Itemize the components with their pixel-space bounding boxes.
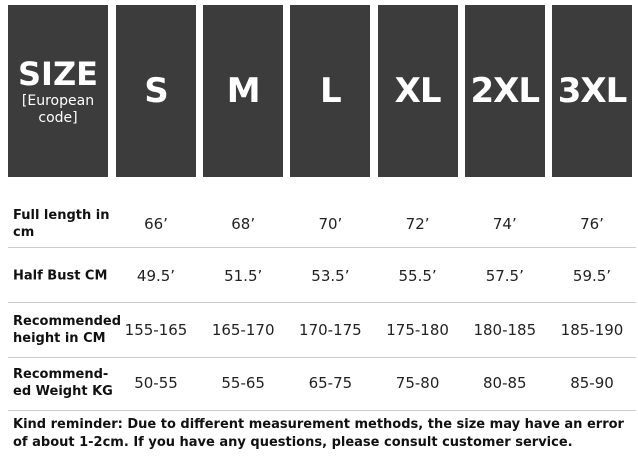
cell: 55-65 (221, 374, 265, 392)
header-title: SIZE (17, 55, 98, 93)
cell: 75-80 (395, 374, 440, 392)
cell: 49.5’ (136, 267, 176, 285)
size-header: XL (394, 71, 442, 111)
cell: 53.5’ (311, 267, 350, 285)
row-separator (8, 302, 636, 303)
cell: 59.5’ (572, 267, 612, 285)
cell: 66’ (144, 215, 168, 233)
cell: 170-175 (299, 321, 362, 339)
size-header: 2XL (470, 71, 541, 111)
row-label: Recommended height in CM (13, 314, 122, 346)
header-title-box: SIZE [European code] (8, 5, 108, 177)
cell: 65-75 (308, 374, 353, 392)
cell: 55.5’ (398, 267, 437, 285)
cell: 50-55 (134, 374, 178, 392)
size-header: L (320, 71, 342, 111)
row-label: Full length in cm (13, 208, 110, 240)
size-header-box: XL (377, 5, 458, 177)
cell: 165-170 (211, 321, 275, 339)
row-label: Half Bust CM (13, 268, 108, 284)
size-header-box: 3XL (552, 5, 632, 177)
size-header: M (226, 71, 261, 111)
note: Kind reminder: Due to different measurem… (13, 417, 624, 450)
size-header-box: S (116, 5, 196, 177)
cell: 180-185 (473, 321, 537, 339)
cell: 80-85 (483, 374, 527, 392)
size-header-box: M (203, 5, 284, 177)
header-subtitle: [European code] (21, 93, 95, 126)
cell: 175-180 (386, 321, 449, 339)
row-separator (8, 247, 636, 248)
cell: 51.5’ (224, 267, 263, 285)
cell: 185-190 (560, 321, 624, 339)
size-header-box: L (290, 5, 371, 177)
cell: 57.5’ (485, 267, 524, 285)
size-header: 3XL (557, 71, 628, 111)
row-separator (8, 410, 636, 411)
size-header: S (144, 71, 168, 111)
cell: 74’ (492, 215, 517, 233)
cell: 70’ (318, 215, 343, 233)
row-label: Recommend-ed Weight KG (13, 367, 113, 399)
row-separator (8, 357, 636, 358)
cell: 155-165 (124, 321, 188, 339)
cell: 68’ (231, 215, 256, 233)
cell: 72’ (405, 215, 430, 233)
size-header-box: 2XL (464, 5, 545, 177)
cell: 76’ (580, 215, 604, 233)
cell: 85-90 (570, 374, 614, 392)
